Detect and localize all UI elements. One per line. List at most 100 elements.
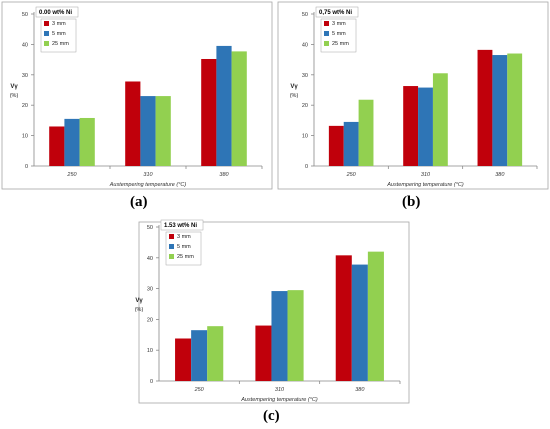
x-axis-label: Austempering temperature (°C) [240, 397, 318, 403]
bar [175, 338, 192, 381]
bar [477, 49, 493, 166]
legend: 3 mm 5 mm 25 mm [165, 231, 202, 266]
y-tick-label: 50 [147, 225, 153, 231]
bar [79, 117, 95, 166]
legend: 3 mm 5 mm 25 mm [40, 18, 77, 53]
legend-label: 3 mm [177, 234, 191, 240]
legend-label: 5 mm [177, 244, 191, 250]
bar [231, 51, 247, 166]
chart-c-svg: 0 10 20 30 40 50 Vγ (%) 250 310 380 Austempering te… [135, 219, 410, 404]
x-tick-label: 380 [219, 172, 229, 178]
bar [403, 86, 419, 166]
bar [155, 96, 171, 166]
x-tick-label: 250 [66, 172, 77, 178]
chart-title-frame [160, 219, 204, 231]
y-tick-label: 40 [302, 42, 308, 48]
x-tick-label: 310 [275, 387, 285, 393]
chart-title: 0.00 wt% Ni [39, 10, 72, 16]
y-tick-label: 10 [147, 348, 153, 354]
bar [216, 45, 232, 166]
chart-b-caption: (b) [402, 194, 421, 210]
x-tick-label: 380 [355, 387, 365, 393]
chart-title-box: 0.00 wt% Ni [35, 6, 79, 18]
legend-swatch [324, 31, 329, 36]
legend-label: 25 mm [332, 41, 349, 47]
chart-title-box: 0,75 wt% Ni [315, 6, 359, 18]
chart-panel-b: 0 10 20 30 40 50 Vγ (%) 250 310 380 Austempering te… [275, 0, 550, 215]
legend-label: 5 mm [52, 31, 66, 37]
bar [201, 58, 217, 166]
x-tick-label: 250 [194, 387, 205, 393]
x-axis-label: Austempering temperature (°C) [386, 182, 464, 188]
legend-swatch [44, 21, 49, 26]
legend-label: 25 mm [177, 254, 194, 260]
y-tick-label: 20 [147, 317, 153, 323]
legend-swatch [44, 41, 49, 46]
bar [507, 53, 523, 166]
bar [287, 290, 304, 381]
chart-panel-c: 0 10 20 30 40 50 Vγ (%) 250 310 380 Austempering te… [135, 219, 412, 429]
y-tick-label: 40 [147, 256, 153, 262]
chart-title-box: 1.53 wt% Ni [160, 219, 204, 231]
bar [418, 87, 433, 166]
bar [432, 73, 448, 166]
legend-swatch [44, 31, 49, 36]
y-axis-label: Vγ [10, 84, 18, 90]
legend-swatch [169, 244, 174, 249]
bar [343, 121, 359, 166]
y-axis-label: Vγ [290, 84, 298, 90]
chart-title-frame [35, 6, 79, 18]
bar [140, 96, 156, 166]
x-tick-label: 380 [495, 172, 505, 178]
y-tick-label: 0 [305, 164, 308, 170]
y-axis-unit: (%) [10, 93, 19, 99]
y-tick-label: 20 [302, 103, 308, 109]
x-tick-label: 310 [421, 172, 431, 178]
y-tick-label: 50 [22, 12, 28, 18]
y-tick-label: 50 [302, 12, 308, 18]
y-tick-label: 10 [22, 134, 28, 140]
y-tick-label: 40 [22, 42, 28, 48]
bar [64, 118, 80, 166]
chart-title: 0,75 wt% Ni [319, 10, 352, 16]
chart-c-caption: (c) [263, 408, 280, 424]
legend-swatch [169, 254, 174, 259]
y-axis-unit: (%) [290, 93, 299, 99]
bar [191, 330, 208, 381]
y-tick-label: 30 [302, 73, 308, 79]
legend-swatch [324, 41, 329, 46]
bar [358, 99, 374, 166]
chart-b-svg: 0 10 20 30 40 50 Vγ (%) 250 310 380 Austempering te… [277, 1, 549, 190]
y-tick-label: 0 [25, 164, 28, 170]
bar [207, 326, 224, 381]
y-tick-label: 10 [302, 134, 308, 140]
legend-label: 3 mm [52, 21, 66, 27]
bar [271, 291, 288, 381]
bar [367, 251, 384, 381]
y-axis-unit: (%) [135, 307, 144, 313]
legend-swatch [169, 234, 174, 239]
bar [328, 125, 344, 166]
y-tick-label: 30 [22, 73, 28, 79]
legend-swatch [324, 21, 329, 26]
x-tick-label: 310 [143, 172, 153, 178]
bar [351, 264, 368, 381]
chart-panel-a: 0 10 20 30 40 50 Vγ (%) 250 310 380 Austempering te… [0, 0, 275, 215]
y-tick-label: 0 [150, 379, 153, 385]
x-axis-label: Austempering temperature (°C) [109, 182, 187, 188]
bar [255, 325, 272, 381]
legend-label: 25 mm [52, 41, 69, 47]
chart-title: 1.53 wt% Ni [164, 223, 197, 229]
bar [492, 55, 508, 166]
bar [49, 126, 65, 166]
chart-title-frame [315, 6, 359, 18]
legend: 3 mm 5 mm 25 mm [320, 18, 357, 53]
legend-label: 5 mm [332, 31, 346, 37]
y-axis-label: Vγ [135, 298, 143, 304]
legend-label: 3 mm [332, 21, 346, 27]
chart-a-svg: 0 10 20 30 40 50 Vγ (%) 250 310 380 Austempering te… [1, 1, 273, 190]
y-tick-label: 30 [147, 287, 153, 293]
x-tick-label: 250 [346, 172, 357, 178]
bar [125, 81, 141, 166]
chart-a-caption: (a) [130, 194, 148, 210]
